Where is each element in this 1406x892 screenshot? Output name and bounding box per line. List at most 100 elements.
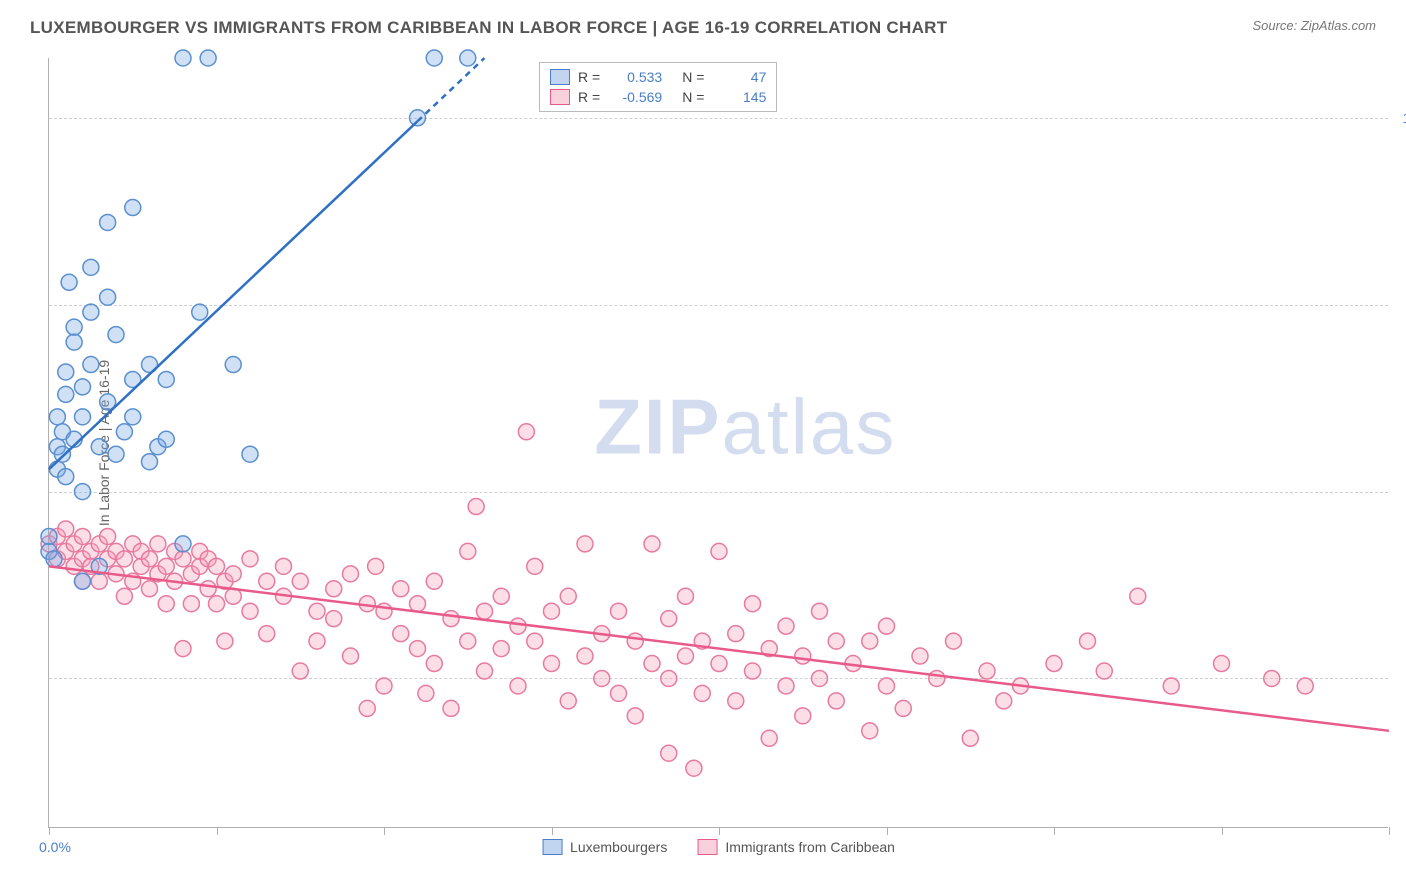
pink-point bbox=[661, 745, 677, 761]
pink-point bbox=[309, 633, 325, 649]
pink-point bbox=[477, 663, 493, 679]
pink-point bbox=[862, 633, 878, 649]
pink-point bbox=[410, 641, 426, 657]
legend-label-pink: Immigrants from Caribbean bbox=[725, 839, 895, 855]
pink-point bbox=[577, 536, 593, 552]
blue-point bbox=[200, 50, 216, 66]
pink-point bbox=[661, 611, 677, 627]
pink-point bbox=[443, 611, 459, 627]
blue-point bbox=[175, 50, 191, 66]
r-value-blue: 0.533 bbox=[612, 69, 662, 85]
x-tick bbox=[49, 827, 50, 835]
pink-point bbox=[418, 685, 434, 701]
pink-point bbox=[1096, 663, 1112, 679]
pink-point bbox=[560, 588, 576, 604]
blue-point bbox=[158, 431, 174, 447]
pink-point bbox=[200, 581, 216, 597]
pink-point bbox=[1297, 678, 1313, 694]
pink-point bbox=[778, 618, 794, 634]
swatch-pink bbox=[550, 89, 570, 105]
blue-point bbox=[125, 200, 141, 216]
pink-point bbox=[477, 603, 493, 619]
pink-point bbox=[795, 648, 811, 664]
pink-point bbox=[962, 730, 978, 746]
pink-point bbox=[460, 633, 476, 649]
pink-point bbox=[611, 685, 627, 701]
legend-row-pink: R = -0.569 N = 145 bbox=[550, 87, 766, 107]
pink-point bbox=[594, 670, 610, 686]
pink-point bbox=[343, 566, 359, 582]
pink-point bbox=[326, 581, 342, 597]
pink-point bbox=[510, 678, 526, 694]
pink-point bbox=[468, 499, 484, 515]
x-tick bbox=[1389, 827, 1390, 835]
blue-point bbox=[75, 379, 91, 395]
pink-point bbox=[460, 543, 476, 559]
x-tick bbox=[1054, 827, 1055, 835]
pink-point bbox=[678, 588, 694, 604]
blue-point bbox=[100, 289, 116, 305]
blue-point bbox=[54, 446, 70, 462]
pink-point bbox=[376, 678, 392, 694]
pink-point bbox=[393, 581, 409, 597]
blue-point bbox=[175, 536, 191, 552]
blue-point bbox=[58, 386, 74, 402]
pink-point bbox=[1264, 670, 1280, 686]
x-tick bbox=[384, 827, 385, 835]
pink-point bbox=[276, 558, 292, 574]
blue-point bbox=[410, 110, 426, 126]
blue-point bbox=[58, 364, 74, 380]
n-value-pink: 145 bbox=[716, 89, 766, 105]
pink-point bbox=[812, 670, 828, 686]
chart-title: LUXEMBOURGER VS IMMIGRANTS FROM CARIBBEA… bbox=[30, 18, 947, 38]
pink-point bbox=[100, 528, 116, 544]
legend-item-luxembourgers: Luxembourgers bbox=[542, 839, 667, 855]
blue-point bbox=[91, 439, 107, 455]
x-tick bbox=[1222, 827, 1223, 835]
blue-point bbox=[225, 357, 241, 373]
blue-point bbox=[46, 551, 62, 567]
pink-point bbox=[183, 596, 199, 612]
blue-point bbox=[108, 327, 124, 343]
blue-point bbox=[75, 409, 91, 425]
x-tick bbox=[217, 827, 218, 835]
pink-point bbox=[518, 424, 534, 440]
blue-point bbox=[58, 469, 74, 485]
pink-point bbox=[1214, 656, 1230, 672]
scatter-plot-svg bbox=[49, 58, 1388, 827]
pink-point bbox=[309, 603, 325, 619]
pink-point bbox=[175, 551, 191, 567]
blue-point bbox=[41, 528, 57, 544]
pink-point bbox=[711, 543, 727, 559]
pink-point bbox=[242, 551, 258, 567]
pink-point bbox=[217, 633, 233, 649]
x-tick bbox=[719, 827, 720, 835]
n-label: N = bbox=[682, 69, 704, 85]
pink-point bbox=[527, 558, 543, 574]
pink-point bbox=[912, 648, 928, 664]
blue-point bbox=[83, 259, 99, 275]
blue-point bbox=[75, 573, 91, 589]
swatch-blue bbox=[550, 69, 570, 85]
pink-point bbox=[795, 708, 811, 724]
blue-point bbox=[460, 50, 476, 66]
pink-point bbox=[343, 648, 359, 664]
pink-point bbox=[761, 730, 777, 746]
pink-point bbox=[259, 626, 275, 642]
pink-point bbox=[577, 648, 593, 664]
blue-point bbox=[116, 424, 132, 440]
pink-point bbox=[493, 588, 509, 604]
pink-point bbox=[158, 558, 174, 574]
r-label: R = bbox=[578, 89, 600, 105]
legend-label-blue: Luxembourgers bbox=[570, 839, 667, 855]
pink-point bbox=[544, 603, 560, 619]
blue-point bbox=[83, 304, 99, 320]
blue-point bbox=[158, 371, 174, 387]
n-label: N = bbox=[682, 89, 704, 105]
pink-point bbox=[75, 528, 91, 544]
pink-point bbox=[426, 573, 442, 589]
legend-row-blue: R = 0.533 N = 47 bbox=[550, 67, 766, 87]
pink-point bbox=[410, 596, 426, 612]
x-tick bbox=[887, 827, 888, 835]
blue-point bbox=[61, 274, 77, 290]
